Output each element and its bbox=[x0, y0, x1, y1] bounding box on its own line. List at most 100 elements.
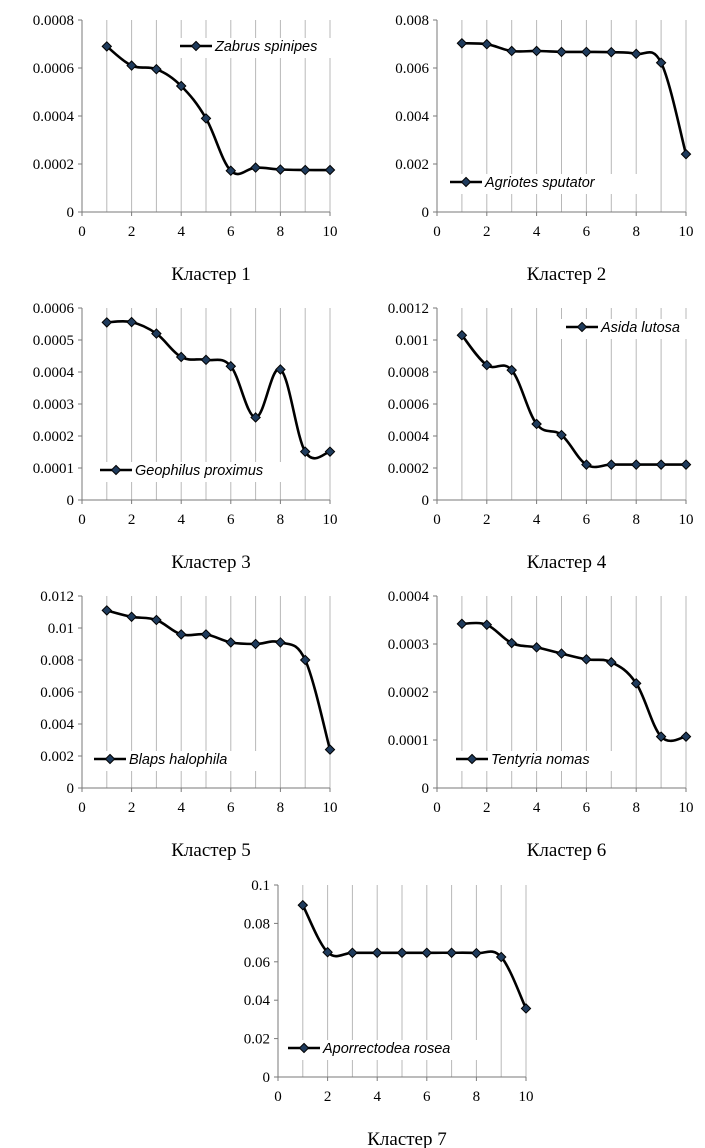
data-point bbox=[250, 638, 261, 650]
x-tick-label: 8 bbox=[277, 512, 285, 528]
series-line bbox=[105, 45, 331, 176]
legend-background bbox=[174, 38, 353, 58]
data-point bbox=[520, 1003, 532, 1014]
x-tick-label: 2 bbox=[128, 800, 136, 816]
series-line bbox=[106, 609, 332, 750]
series-line bbox=[460, 334, 686, 469]
y-tick-label: 0.06 bbox=[244, 955, 271, 971]
legend: Agriotes sputator bbox=[444, 174, 641, 194]
y-tick-label: 0 bbox=[422, 781, 430, 797]
y-tick-label: 0.0008 bbox=[388, 365, 429, 381]
data-point bbox=[101, 41, 113, 52]
chart-caption: Кластер 2 bbox=[527, 264, 607, 285]
y-tick-label: 0.008 bbox=[395, 13, 429, 29]
legend-background bbox=[560, 319, 705, 339]
x-tick-label: 0 bbox=[78, 800, 86, 816]
legend-marker bbox=[298, 1042, 310, 1054]
data-point bbox=[471, 947, 482, 959]
legend-marker bbox=[460, 176, 472, 188]
legend-background bbox=[282, 1040, 487, 1060]
data-point bbox=[200, 113, 212, 124]
legend-marker bbox=[190, 40, 202, 52]
data-point bbox=[225, 360, 237, 372]
x-tick-label: 10 bbox=[679, 512, 694, 528]
data-point bbox=[175, 80, 187, 92]
y-tick-label: 0.0004 bbox=[388, 589, 430, 605]
x-tick-label: 2 bbox=[324, 1089, 332, 1105]
y-tick-label: 0.0002 bbox=[388, 461, 429, 477]
x-tick-label: 6 bbox=[583, 800, 591, 816]
legend-label: Asida lutosa bbox=[600, 320, 680, 336]
y-tick-label: 0.004 bbox=[395, 109, 429, 125]
data-point bbox=[605, 459, 617, 470]
x-tick-label: 0 bbox=[433, 512, 441, 528]
y-tick-label: 0.001 bbox=[395, 333, 429, 349]
x-tick-label: 2 bbox=[483, 512, 491, 528]
data-point bbox=[421, 947, 433, 959]
y-tick-label: 0 bbox=[67, 493, 75, 509]
series-line bbox=[461, 42, 688, 155]
x-tick-label: 4 bbox=[533, 800, 541, 816]
x-tick-label: 8 bbox=[473, 1089, 481, 1105]
chart-caption: Кластер 1 bbox=[171, 264, 251, 285]
x-tick-label: 4 bbox=[177, 224, 185, 240]
y-tick-label: 0.0001 bbox=[388, 733, 429, 749]
y-tick-label: 0.0008 bbox=[33, 13, 74, 29]
data-point bbox=[680, 731, 692, 742]
x-tick-label: 10 bbox=[679, 800, 694, 816]
x-tick-label: 0 bbox=[433, 224, 441, 240]
data-point bbox=[581, 654, 592, 665]
y-tick-label: 0.0006 bbox=[33, 301, 75, 317]
x-tick-label: 0 bbox=[433, 800, 441, 816]
data-point bbox=[101, 317, 113, 328]
y-tick-label: 0.1 bbox=[251, 878, 270, 894]
legend: Asida lutosa bbox=[560, 319, 705, 339]
x-tick-label: 10 bbox=[323, 800, 338, 816]
data-point bbox=[299, 164, 311, 176]
data-point bbox=[250, 412, 261, 423]
data-point bbox=[324, 446, 336, 457]
legend-label: Zabrus spinipes bbox=[214, 39, 317, 55]
data-point bbox=[630, 678, 642, 689]
y-tick-label: 0.006 bbox=[395, 61, 429, 77]
legend-label: Tentyria nomas bbox=[491, 752, 590, 768]
legend: Geophilus proximus bbox=[94, 462, 299, 482]
x-tick-label: 4 bbox=[177, 800, 185, 816]
data-point bbox=[275, 364, 286, 375]
x-tick-label: 6 bbox=[583, 512, 591, 528]
chart-panel-5: 0 0.002 0.004 0.006 0.008 0.01 0.012 0 2 4 6 8 10 Bla… bbox=[40, 589, 337, 861]
data-point bbox=[151, 614, 162, 626]
y-tick-label: 0.0005 bbox=[33, 333, 74, 349]
y-tick-label: 0.0002 bbox=[33, 429, 74, 445]
y-tick-label: 0.0012 bbox=[388, 301, 429, 317]
chart-caption: Кластер 7 bbox=[367, 1129, 447, 1148]
chart-caption: Кластер 5 bbox=[171, 840, 251, 861]
data-point bbox=[200, 629, 212, 640]
data-point bbox=[556, 46, 567, 58]
x-tick-label: 4 bbox=[533, 512, 541, 528]
data-point bbox=[225, 637, 237, 648]
data-point bbox=[495, 951, 507, 963]
data-point bbox=[655, 731, 667, 742]
data-point bbox=[175, 351, 187, 363]
x-tick-label: 2 bbox=[128, 512, 136, 528]
y-tick-label: 0.0001 bbox=[33, 461, 74, 477]
data-point bbox=[371, 947, 383, 959]
x-tick-label: 8 bbox=[632, 224, 640, 240]
x-tick-label: 10 bbox=[519, 1089, 534, 1105]
data-point bbox=[581, 46, 592, 58]
data-point bbox=[324, 744, 336, 755]
x-tick-label: 2 bbox=[128, 224, 136, 240]
legend-background bbox=[450, 751, 621, 771]
data-point bbox=[531, 45, 542, 57]
x-tick-label: 0 bbox=[274, 1089, 282, 1105]
series-line bbox=[106, 319, 331, 460]
y-tick-label: 0.0004 bbox=[388, 429, 430, 445]
y-tick-label: 0 bbox=[263, 1070, 271, 1086]
data-point bbox=[200, 354, 212, 366]
y-tick-label: 0.01 bbox=[48, 621, 74, 637]
y-tick-label: 0 bbox=[422, 205, 430, 221]
data-point bbox=[481, 619, 493, 631]
legend-background bbox=[88, 751, 267, 771]
